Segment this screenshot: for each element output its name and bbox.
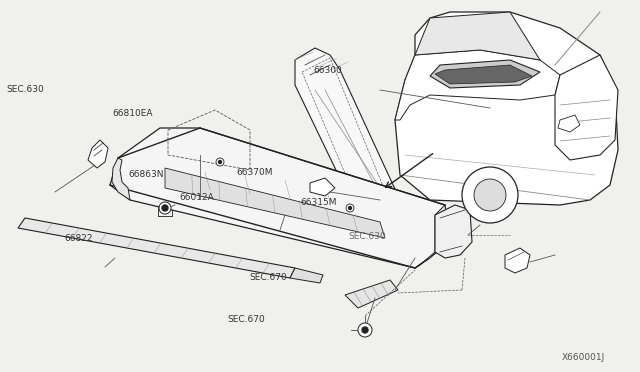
- Polygon shape: [295, 48, 400, 230]
- Polygon shape: [505, 248, 530, 273]
- Circle shape: [462, 167, 518, 223]
- Polygon shape: [88, 140, 108, 168]
- Text: SEC.670: SEC.670: [250, 273, 287, 282]
- Circle shape: [346, 204, 354, 212]
- Polygon shape: [558, 115, 580, 132]
- Polygon shape: [430, 60, 540, 88]
- Polygon shape: [290, 268, 323, 283]
- Circle shape: [159, 202, 171, 214]
- Circle shape: [216, 158, 224, 166]
- Text: 66012A: 66012A: [179, 193, 214, 202]
- Text: 66863N: 66863N: [128, 170, 163, 179]
- Polygon shape: [435, 205, 472, 258]
- Text: 66810EA: 66810EA: [112, 109, 152, 118]
- Circle shape: [218, 160, 221, 164]
- Text: 66822: 66822: [64, 234, 93, 243]
- Polygon shape: [112, 158, 130, 200]
- Circle shape: [358, 323, 372, 337]
- Circle shape: [474, 179, 506, 211]
- Polygon shape: [415, 205, 448, 268]
- Polygon shape: [165, 168, 385, 238]
- Polygon shape: [110, 128, 448, 268]
- Text: 66370M: 66370M: [237, 169, 273, 177]
- Text: X660001J: X660001J: [561, 353, 605, 362]
- Text: SEC.630: SEC.630: [6, 85, 44, 94]
- Polygon shape: [395, 50, 560, 120]
- Polygon shape: [395, 12, 618, 205]
- Text: 66315M: 66315M: [301, 198, 337, 207]
- Circle shape: [162, 205, 168, 211]
- Polygon shape: [18, 218, 295, 278]
- Polygon shape: [415, 12, 540, 60]
- Polygon shape: [345, 280, 398, 308]
- Text: SEC.630: SEC.630: [349, 232, 387, 241]
- Circle shape: [349, 206, 351, 209]
- Circle shape: [362, 327, 368, 333]
- Text: 66300: 66300: [314, 66, 342, 75]
- Polygon shape: [555, 55, 618, 160]
- Text: SEC.670: SEC.670: [227, 315, 265, 324]
- Polygon shape: [310, 178, 335, 196]
- Polygon shape: [435, 65, 532, 84]
